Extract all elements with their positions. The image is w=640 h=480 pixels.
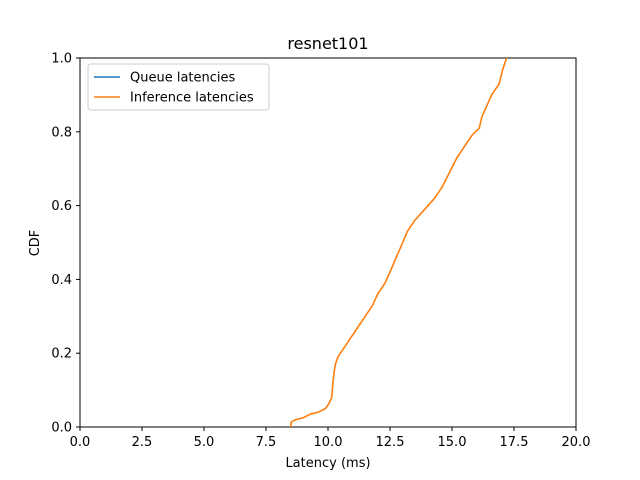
y-tick-label: 0.4 xyxy=(51,273,72,288)
y-tick-label: 0.0 xyxy=(51,421,72,436)
legend-label-2: Inference latencies xyxy=(130,91,254,106)
x-tick-label: 12.5 xyxy=(376,435,405,450)
y-tick-label: 0.2 xyxy=(51,347,72,362)
x-tick-label: 17.5 xyxy=(500,435,529,450)
x-tick-label: 5.0 xyxy=(194,435,215,450)
x-tick-label: 2.5 xyxy=(132,435,153,450)
y-tick-label: 0.8 xyxy=(51,125,72,140)
y-axis-label: CDF xyxy=(28,230,43,257)
x-tick-label: 15.0 xyxy=(438,435,467,450)
y-tick-label: 1.0 xyxy=(51,52,72,67)
x-tick-label: 10.0 xyxy=(314,435,343,450)
series-line-2 xyxy=(290,57,508,427)
legend-box xyxy=(87,63,270,111)
legend-label-1: Queue latencies xyxy=(130,71,236,86)
x-tick-label: 7.5 xyxy=(256,435,277,450)
x-tick-label: 0.0 xyxy=(70,435,91,450)
x-tick-label: 20.0 xyxy=(562,435,591,450)
x-axis-label: Latency (ms) xyxy=(285,456,370,471)
y-tick-label: 0.6 xyxy=(51,199,72,214)
chart-title: resnet101 xyxy=(287,34,368,53)
legend: Queue latencies Inference latencies xyxy=(87,63,270,111)
plot-area: 0.0 2.5 5.0 7.5 10.0 12.5 15.0 17.5 20.0 0.0 0.2 0.… xyxy=(51,52,590,451)
